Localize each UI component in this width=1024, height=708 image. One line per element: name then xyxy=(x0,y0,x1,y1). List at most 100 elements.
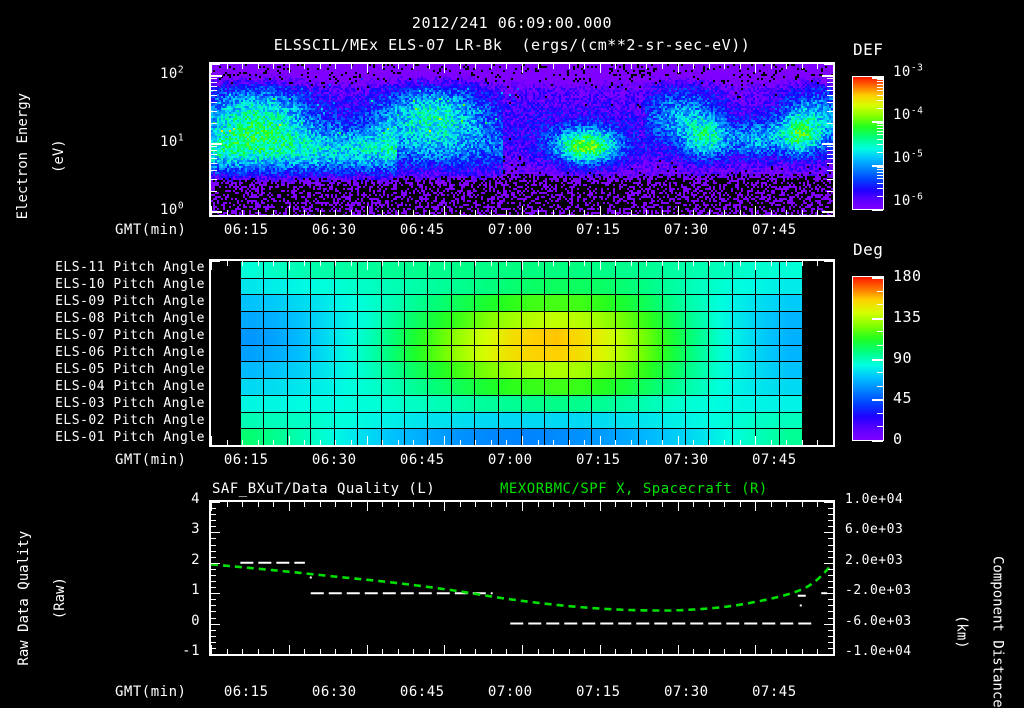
panel1-ytick-1: 101 xyxy=(160,132,185,150)
def-tick-minor xyxy=(877,81,883,83)
xtick-label: 07:45 xyxy=(751,452,797,468)
panel2-row-label: ELS-06 Pitch Angle xyxy=(55,345,205,360)
def-tick-minor xyxy=(877,174,883,176)
def-tick-minor xyxy=(877,138,883,140)
deg-tick-minor xyxy=(877,290,883,292)
deg-colorbar-label: 45 xyxy=(893,389,913,408)
tick-x xyxy=(833,206,834,215)
panel2-row-label: ELS-01 Pitch Angle xyxy=(55,430,205,446)
tick-y xyxy=(211,654,220,655)
xtick-label: 07:45 xyxy=(751,222,797,238)
plot-timestamp: 2012/241 06:09:00.000 xyxy=(411,14,613,32)
def-tick-minor xyxy=(877,107,883,109)
panel2-xlabel: GMT(min) xyxy=(115,452,187,468)
panel3-ytick-left: 0 xyxy=(191,612,200,629)
xtick-label: 07:15 xyxy=(575,222,621,238)
xtick-label: 07:00 xyxy=(487,684,533,700)
deg-tick-minor xyxy=(877,372,883,374)
def-tick-minor xyxy=(877,79,883,80)
tick-x xyxy=(833,502,834,511)
panel3-ytick-right: -6.0e+03 xyxy=(845,613,912,629)
panel3-left-title: SAF_BXuT/Data Quality (L) xyxy=(212,481,436,497)
xtick-label: 06:30 xyxy=(311,452,357,468)
def-tick-minor xyxy=(877,86,883,88)
def-tick-minor xyxy=(877,83,883,85)
deg-colorbar xyxy=(852,276,884,442)
xtick-label: 06:45 xyxy=(399,222,445,238)
def-colorbar xyxy=(852,76,884,211)
def-tick-minor xyxy=(877,151,883,153)
pitch-angle-grid xyxy=(211,261,833,445)
def-tick-minor xyxy=(877,127,883,129)
panel1-ytick-2: 100 xyxy=(160,200,185,218)
panel3-ylabel-right-line2: (km) xyxy=(953,615,970,649)
panel3-ytick-right: -1.0e+04 xyxy=(845,644,912,659)
deg-colorbar-label: 90 xyxy=(893,348,913,367)
def-label-2: 10-5 xyxy=(893,148,924,166)
deg-tick-minor xyxy=(877,412,883,414)
xtick-label: 07:15 xyxy=(575,684,621,700)
def-tick-minor xyxy=(877,123,883,124)
panel3-right-title: MEXORBMC/SPF X, Spacecraft (R) xyxy=(500,481,768,497)
panel2-frame xyxy=(209,259,835,447)
electron-energy-spectrogram xyxy=(211,64,833,215)
deg-tick-major xyxy=(872,358,883,361)
xtick-label: 07:30 xyxy=(663,452,709,468)
deg-tick-minor xyxy=(877,344,883,346)
def-tick-major xyxy=(872,209,883,211)
panel2-row-label: ELS-03 Pitch Angle xyxy=(55,396,205,412)
deg-colorbar-title: Deg xyxy=(853,240,884,259)
deg-tick-minor xyxy=(877,426,883,428)
panel3-ytick-left: -1 xyxy=(182,643,200,659)
panel2-row-label: ELS-10 Pitch Angle xyxy=(55,276,205,292)
xtick-label: 06:30 xyxy=(311,684,357,700)
def-tick-minor xyxy=(877,144,883,145)
tick-x xyxy=(833,64,834,73)
panel1-xlabel: GMT(min) xyxy=(115,222,187,238)
xtick-label: 06:30 xyxy=(311,222,357,238)
panel3-ylabel-left-line2: (Raw) xyxy=(52,577,68,620)
def-tick-minor xyxy=(877,182,883,184)
def-tick-minor xyxy=(877,167,883,168)
xtick-label: 06:15 xyxy=(223,222,269,238)
deg-colorbar-label: 0 xyxy=(893,430,903,448)
panel3-ytick-right: -2.0e+03 xyxy=(845,583,912,599)
def-tick-minor xyxy=(877,125,883,127)
def-tick-minor xyxy=(877,130,883,132)
panel2-row-label: ELS-02 Pitch Angle xyxy=(55,413,205,429)
panel1-frame xyxy=(209,62,835,217)
xtick-label: 06:15 xyxy=(223,452,269,468)
def-label-0: 10-3 xyxy=(893,62,924,80)
def-label-3: 10-6 xyxy=(893,191,924,209)
panel3-ylabel-right-line1: Component Distance xyxy=(989,556,1006,708)
tick-x xyxy=(833,261,834,270)
xtick-label: 06:15 xyxy=(223,684,269,700)
def-label-1: 10-4 xyxy=(893,105,924,123)
panel1-ytick-0: 102 xyxy=(160,64,185,82)
plot-subtitle: ELSSCIL/MEx ELS-07 LR-Bk (ergs/(cm**2-sr… xyxy=(273,36,751,54)
deg-tick-minor xyxy=(877,331,883,333)
xtick-label: 07:45 xyxy=(751,684,797,700)
xtick-label: 07:30 xyxy=(663,222,709,238)
def-tick-major xyxy=(872,121,883,123)
tick-y xyxy=(824,654,833,655)
tick-x xyxy=(833,645,834,654)
xtick-label: 07:00 xyxy=(487,222,533,238)
deg-colorbar-label: 180 xyxy=(893,267,922,285)
deg-tick-major xyxy=(872,277,883,279)
deg-tick-major xyxy=(872,440,883,442)
panel2-row-label: ELS-04 Pitch Angle xyxy=(55,379,205,395)
def-tick-minor xyxy=(877,100,883,101)
panel3-ytick-left: 1 xyxy=(191,582,200,599)
def-tick-minor xyxy=(877,188,883,189)
panel3-ytick-right: 1.0e+04 xyxy=(845,492,904,507)
panel3-ytick-left: 4 xyxy=(191,491,200,507)
def-tick-minor xyxy=(877,178,883,180)
panel3-frame xyxy=(209,500,835,656)
xtick-label: 07:00 xyxy=(487,452,533,468)
panel2-row-label: ELS-07 Pitch Angle xyxy=(55,327,205,343)
panel3-ylabel-right: Component Distance (km) xyxy=(935,518,1024,708)
panel1-ylabel-line1: Electron Energy xyxy=(15,92,31,220)
xtick-label: 07:15 xyxy=(575,452,621,468)
